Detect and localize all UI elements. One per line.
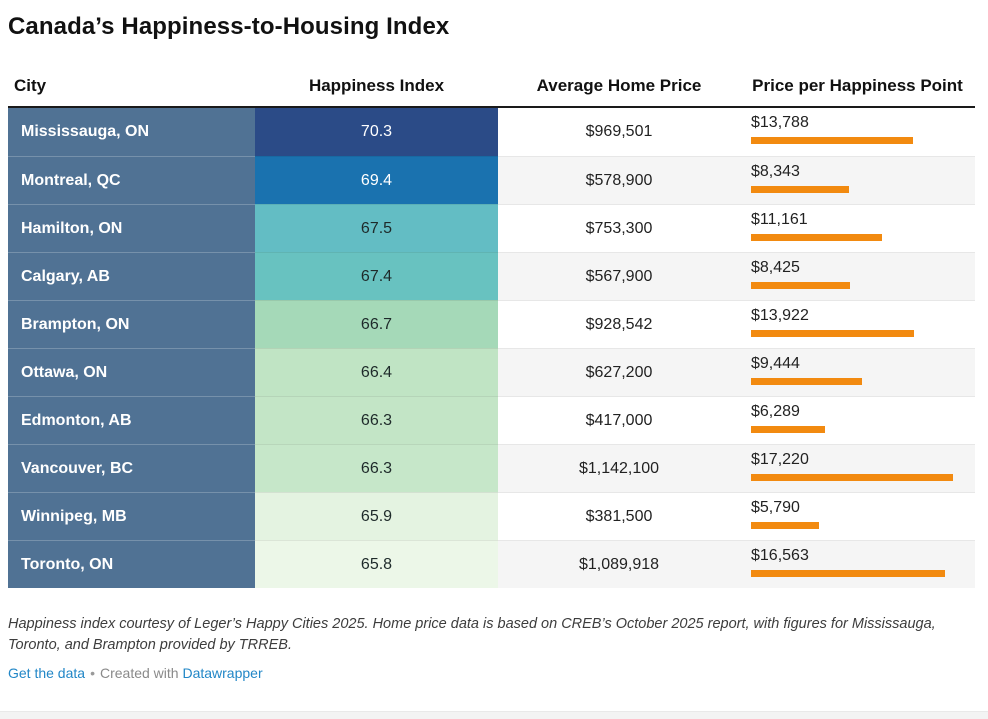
- happiness-index-cell: 65.9: [255, 492, 498, 540]
- price-per-happiness-bar: [751, 378, 862, 385]
- average-home-price-cell: $753,300: [498, 204, 740, 252]
- happiness-index-cell: 66.3: [255, 444, 498, 492]
- price-per-happiness-bar: [751, 522, 819, 529]
- city-cell: Winnipeg, MB: [8, 492, 255, 540]
- average-home-price-cell: $578,900: [498, 156, 740, 204]
- bottom-strip: [0, 711, 988, 719]
- table-row: Ottawa, ON 66.4 $627,200 $9,444: [8, 348, 975, 396]
- city-cell: Toronto, ON: [8, 540, 255, 588]
- get-the-data-link[interactable]: Get the data: [8, 665, 86, 681]
- table-row: Winnipeg, MB 65.9 $381,500 $5,790: [8, 492, 975, 540]
- table-row: Toronto, ON 65.8 $1,089,918 $16,563: [8, 540, 975, 588]
- price-per-happiness-cell: $17,220: [740, 444, 975, 492]
- price-per-happiness-cell: $6,289: [740, 396, 975, 444]
- price-per-happiness-label: $13,788: [751, 114, 809, 131]
- happiness-index-cell: 69.4: [255, 156, 498, 204]
- price-per-happiness-cell: $16,563: [740, 540, 975, 588]
- table-row: Hamilton, ON 67.5 $753,300 $11,161: [8, 204, 975, 252]
- price-per-happiness-bar: [751, 330, 914, 337]
- happiness-index-cell: 66.4: [255, 348, 498, 396]
- price-per-happiness-cell: $9,444: [740, 348, 975, 396]
- happiness-index-cell: 70.3: [255, 108, 498, 156]
- price-per-happiness-bar: [751, 137, 913, 144]
- average-home-price-cell: $417,000: [498, 396, 740, 444]
- price-per-happiness-bar: [751, 234, 882, 241]
- column-header-city: City: [14, 76, 47, 95]
- average-home-price-cell: $567,900: [498, 252, 740, 300]
- price-per-happiness-label: $13,922: [751, 307, 809, 324]
- average-home-price-cell: $969,501: [498, 108, 740, 156]
- happiness-index-cell: 66.3: [255, 396, 498, 444]
- price-per-happiness-label: $5,790: [751, 499, 800, 516]
- table-row: Vancouver, BC 66.3 $1,142,100 $17,220: [8, 444, 975, 492]
- datawrapper-link[interactable]: Datawrapper: [182, 665, 263, 681]
- price-per-happiness-bar: [751, 474, 953, 481]
- price-per-happiness-label: $11,161: [751, 211, 808, 228]
- city-cell: Calgary, AB: [8, 252, 255, 300]
- happiness-index-cell: 65.8: [255, 540, 498, 588]
- footer-links: Get the data • Created with Datawrapper: [8, 665, 975, 681]
- table-row: Brampton, ON 66.7 $928,542 $13,922: [8, 300, 975, 348]
- created-with-text: Created with: [99, 665, 179, 681]
- city-cell: Ottawa, ON: [8, 348, 255, 396]
- city-cell: Hamilton, ON: [8, 204, 255, 252]
- city-cell: Edmonton, AB: [8, 396, 255, 444]
- average-home-price-cell: $381,500: [498, 492, 740, 540]
- column-header-average-home-price: Average Home Price: [536, 76, 702, 95]
- price-per-happiness-label: $8,343: [751, 163, 800, 180]
- table-header-row: City Happiness Index Average Home Price …: [8, 75, 975, 108]
- column-header-price-per-happiness-point: Price per Happiness Point: [752, 76, 963, 95]
- price-per-happiness-bar: [751, 570, 945, 577]
- happiness-index-cell: 66.7: [255, 300, 498, 348]
- average-home-price-cell: $1,142,100: [498, 444, 740, 492]
- happiness-index-cell: 67.4: [255, 252, 498, 300]
- price-per-happiness-bar: [751, 426, 825, 433]
- price-per-happiness-bar: [751, 186, 849, 193]
- source-notes: Happiness index courtesy of Leger’s Happ…: [8, 616, 936, 653]
- separator-dot: •: [90, 665, 95, 681]
- table-row: Montreal, QC 69.4 $578,900 $8,343: [8, 156, 975, 204]
- price-per-happiness-cell: $5,790: [740, 492, 975, 540]
- price-per-happiness-cell: $11,161: [740, 204, 975, 252]
- price-per-happiness-label: $9,444: [751, 355, 800, 372]
- happiness-housing-table: City Happiness Index Average Home Price …: [8, 75, 975, 588]
- city-cell: Mississauga, ON: [8, 108, 255, 156]
- average-home-price-cell: $928,542: [498, 300, 740, 348]
- price-per-happiness-cell: $8,425: [740, 252, 975, 300]
- average-home-price-cell: $627,200: [498, 348, 740, 396]
- average-home-price-cell: $1,089,918: [498, 540, 740, 588]
- page-title: Canada’s Happiness-to-Housing Index: [8, 13, 450, 40]
- price-per-happiness-label: $16,563: [751, 547, 809, 564]
- city-cell: Brampton, ON: [8, 300, 255, 348]
- city-cell: Vancouver, BC: [8, 444, 255, 492]
- price-per-happiness-bar: [751, 282, 850, 289]
- column-header-happiness-index: Happiness Index: [308, 76, 445, 95]
- city-cell: Montreal, QC: [8, 156, 255, 204]
- price-per-happiness-label: $6,289: [751, 403, 800, 420]
- table-row: Edmonton, AB 66.3 $417,000 $6,289: [8, 396, 975, 444]
- price-per-happiness-cell: $13,788: [740, 108, 975, 156]
- price-per-happiness-cell: $13,922: [740, 300, 975, 348]
- table-row: Calgary, AB 67.4 $567,900 $8,425: [8, 252, 975, 300]
- table-row: Mississauga, ON 70.3 $969,501 $13,788: [8, 108, 975, 156]
- happiness-index-cell: 67.5: [255, 204, 498, 252]
- price-per-happiness-label: $8,425: [751, 259, 800, 276]
- table-body: Mississauga, ON 70.3 $969,501 $13,788 Mo…: [8, 108, 975, 588]
- price-per-happiness-label: $17,220: [751, 451, 809, 468]
- price-per-happiness-cell: $8,343: [740, 156, 975, 204]
